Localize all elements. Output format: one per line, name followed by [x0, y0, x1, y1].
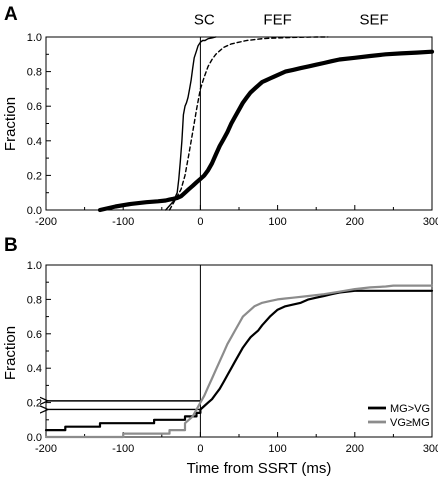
panel-a-letter: A: [4, 4, 18, 25]
panel-a-xtick-label: 0: [197, 216, 203, 228]
series-line-vg-mg: [44, 284, 434, 439]
panel-a-xtick-label: 200: [346, 216, 364, 228]
panel-b-xtick-label: -100: [112, 443, 134, 455]
panel-b-xtick-label: -200: [35, 443, 57, 455]
series-line-sef: [97, 49, 435, 213]
panel-a-annotations: SC FEF SEF: [194, 12, 389, 29]
panel-a-ylabel: Fraction: [2, 97, 19, 151]
panel-a-xtick-label: -100: [112, 216, 134, 228]
panel-b-ytick-label: 0.4: [27, 363, 42, 375]
panel-b: B Fraction Time from SSRT (ms) -200 -100…: [2, 235, 438, 477]
panel-b-ytick-label: 0.6: [27, 329, 42, 341]
panel-a-ytick-label: 0.2: [27, 170, 42, 182]
panel-a-ytick-label: 0.8: [27, 67, 42, 79]
panel-b-xtick-label: 300: [423, 443, 438, 455]
panel-a-ytick-label: 0.0: [27, 205, 42, 217]
series-line-sc: [164, 36, 217, 211]
panel-b-xtick-labels: -200 -100 0 100 200 300: [35, 443, 438, 455]
panel-a-ytick-label: 0.6: [27, 101, 42, 113]
panel-b-letter: B: [4, 235, 18, 256]
panel-a: A Fraction SC FEF SEF -200 -100 0 100 20…: [2, 4, 438, 228]
legend-label-vg-mg: VG≥MG: [390, 417, 430, 429]
panel-a-ytick-label: 1.0: [27, 32, 42, 44]
legend-label-mg-vg: MG>VG: [390, 403, 430, 415]
panel-b-ytick-labels: 0.0 0.2 0.4 0.6 0.8 1.0: [27, 260, 42, 444]
panel-a-ytick-label: 0.4: [27, 136, 42, 148]
annotation-fef: FEF: [263, 12, 291, 29]
panel-b-xtick-label: 0: [197, 443, 203, 455]
panel-a-ytick-labels: 0.0 0.2 0.4 0.6 0.8 1.0: [27, 32, 42, 217]
annotation-sc: SC: [194, 12, 215, 29]
panel-b-ytick-label: 0.2: [27, 398, 42, 410]
panel-b-legend: MG>VG VG≥MG: [368, 403, 430, 429]
panel-b-xtick-label: 200: [346, 443, 364, 455]
panel-b-ylabel: Fraction: [2, 326, 19, 380]
panel-a-xtick-label: -200: [35, 216, 57, 228]
panel-a-xtick-labels: -200 -100 0 100 200 300: [35, 216, 438, 228]
panel-a-xtick-label: 100: [268, 216, 286, 228]
panel-b-ytick-label: 0.8: [27, 294, 42, 306]
panel-b-ytick-label: 1.0: [27, 260, 42, 272]
series-line-fef: [168, 36, 329, 211]
panel-a-xtick-label: 300: [423, 216, 438, 228]
panel-a-plot-frame: [45, 36, 433, 211]
series-line-mg-vg: [44, 289, 434, 432]
annotation-sef: SEF: [360, 12, 389, 29]
panel-b-xtick-label: 100: [268, 443, 286, 455]
panel-b-ytick-label: 0.0: [27, 432, 42, 444]
panel-b-xlabel: Time from SSRT (ms): [187, 460, 332, 477]
